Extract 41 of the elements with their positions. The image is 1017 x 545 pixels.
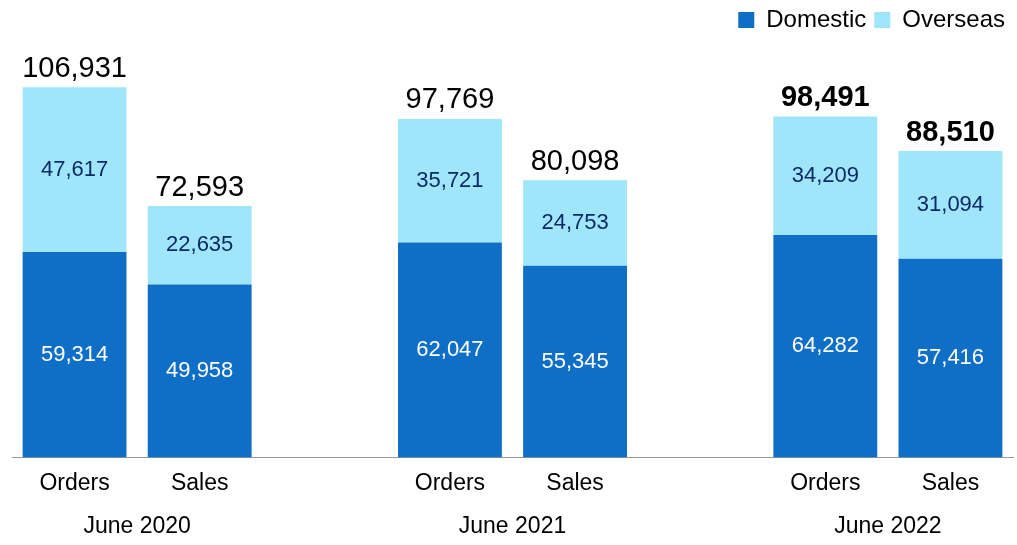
bar: [523, 180, 627, 266]
x-tick-label: Orders: [790, 468, 861, 495]
x-tick-label: Orders: [414, 468, 486, 495]
text: June 2022: [834, 512, 942, 539]
total-label: 80,098: [530, 143, 620, 176]
bar: [398, 242, 502, 458]
total-label: 97,769: [405, 82, 495, 115]
data-label: 24,753: [541, 209, 609, 235]
bar: [22, 87, 127, 253]
total-label: 88,510: [906, 114, 995, 147]
bar: [147, 284, 252, 458]
bar: [898, 151, 1003, 259]
bar: [147, 206, 252, 285]
data-label: 35,721: [416, 166, 484, 192]
total-label: 106,931: [22, 50, 127, 83]
data-label: 55,345: [541, 347, 609, 373]
data-label: 64,282: [791, 332, 859, 358]
total-label: 98,491: [780, 79, 870, 112]
x-tick-label: Sales: [921, 468, 980, 495]
data-label: 22,635: [166, 231, 234, 257]
bar: [523, 265, 627, 458]
bar: [398, 118, 502, 243]
bar: [898, 258, 1003, 458]
legend-label: Overseas: [902, 4, 1005, 32]
data-label: 57,416: [916, 344, 985, 370]
data-label: 49,958: [166, 356, 234, 382]
data-label: 62,047: [416, 336, 484, 362]
bar: [773, 116, 878, 235]
data-label: 47,617: [40, 155, 109, 181]
bar: [773, 234, 878, 458]
data-label: 34,209: [791, 161, 859, 187]
text: June 2021: [458, 512, 567, 539]
bar: [22, 252, 127, 458]
data-label: 59,314: [40, 340, 109, 366]
x-tick-label: Sales: [546, 468, 604, 495]
text: June 2020: [83, 512, 191, 539]
total-label: 72,593: [155, 169, 245, 202]
legend-label: Domestic: [766, 4, 867, 32]
x-tick-label: Orders: [39, 468, 110, 495]
x-tick-label: Sales: [170, 468, 229, 495]
data-label: 31,094: [916, 190, 985, 216]
